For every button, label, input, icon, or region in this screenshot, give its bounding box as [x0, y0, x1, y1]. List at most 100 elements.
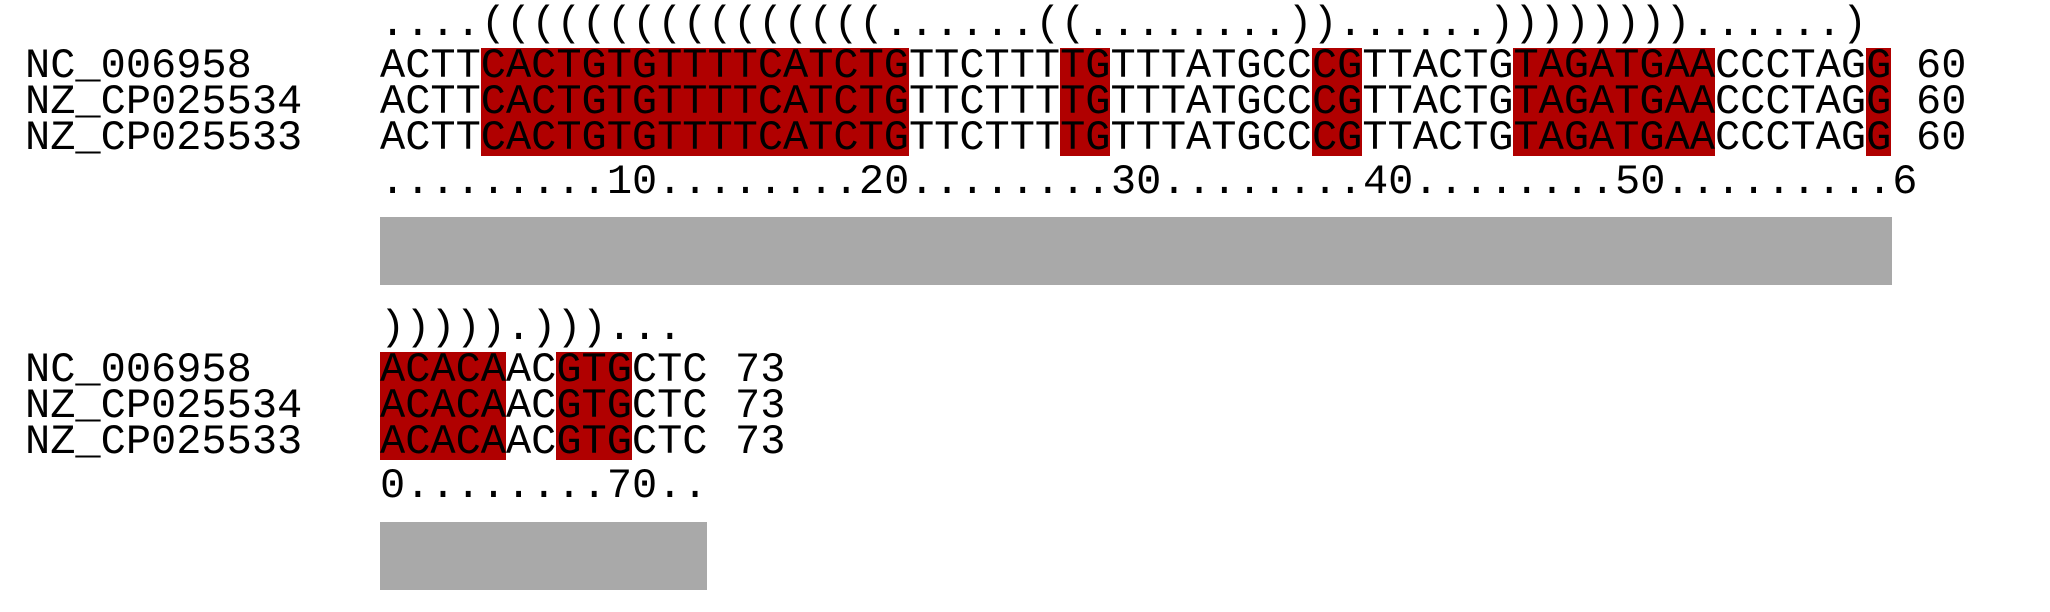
- base: T: [1790, 78, 1816, 126]
- base: C: [1740, 78, 1766, 126]
- conserved-base: T: [556, 78, 582, 126]
- base: T: [430, 42, 456, 90]
- seq-name-2-2: NZ_CP025534: [25, 382, 303, 430]
- base: T: [934, 42, 960, 90]
- conserved-base: T: [1614, 78, 1640, 126]
- conserved-base: T: [581, 346, 607, 394]
- base: A: [1186, 114, 1212, 162]
- base: T: [1211, 42, 1237, 90]
- conserved-base: T: [556, 42, 582, 90]
- seq-end-1-2: 60: [1916, 78, 1967, 126]
- base: T: [1034, 78, 1061, 126]
- conserved-base: G: [631, 114, 658, 162]
- conserved-base: A: [1589, 78, 1615, 126]
- conserved-base: C: [531, 42, 557, 90]
- base: C: [631, 346, 658, 394]
- base: T: [1463, 42, 1489, 90]
- conserved-base: G: [883, 78, 909, 126]
- conserved-base: T: [1614, 42, 1640, 90]
- seq-name-1-3: NZ_CP025533: [25, 114, 303, 162]
- base: T: [1110, 78, 1136, 126]
- conserved-base: A: [380, 346, 406, 394]
- conserved-base: G: [1866, 42, 1892, 90]
- base: T: [1362, 42, 1388, 90]
- base: A: [505, 346, 532, 394]
- base: A: [1186, 42, 1212, 90]
- conserved-base: A: [480, 382, 506, 430]
- conserved-base: T: [808, 42, 834, 90]
- seq-end-1-1: 60: [1916, 42, 1967, 90]
- conserved-base: G: [581, 42, 607, 90]
- conserved-base: A: [480, 418, 506, 466]
- base: T: [657, 418, 683, 466]
- base: T: [1790, 114, 1816, 162]
- conserved-base: C: [480, 78, 506, 126]
- conserved-base: C: [405, 418, 431, 466]
- base: G: [1840, 114, 1867, 162]
- conserved-base: C: [1311, 42, 1338, 90]
- base: C: [1437, 78, 1464, 126]
- base: G: [1488, 78, 1514, 126]
- base: T: [430, 78, 456, 126]
- conserved-base: T: [808, 78, 834, 126]
- conserved-base: G: [1639, 78, 1665, 126]
- base: C: [1261, 42, 1287, 90]
- base: A: [380, 78, 406, 126]
- base: T: [1135, 42, 1161, 90]
- base: C: [405, 114, 431, 162]
- conserved-base: T: [1513, 114, 1539, 162]
- base: C: [1261, 78, 1287, 126]
- conserved-base: T: [657, 42, 683, 90]
- base: G: [1236, 78, 1262, 126]
- conserved-base: C: [757, 114, 784, 162]
- base: A: [1815, 114, 1841, 162]
- base: A: [1412, 42, 1438, 90]
- base: C: [959, 78, 985, 126]
- conserved-base: C: [531, 114, 557, 162]
- base: T: [1110, 42, 1136, 90]
- base: T: [1135, 114, 1161, 162]
- conserved-base: T: [1513, 78, 1539, 126]
- conserved-base: T: [682, 78, 708, 126]
- conserved-base: A: [380, 418, 406, 466]
- conserved-base: T: [556, 114, 582, 162]
- base: A: [505, 382, 532, 430]
- conserved-base: T: [682, 114, 708, 162]
- base: A: [380, 42, 406, 90]
- conservation-bar-2: [380, 522, 707, 590]
- base: T: [455, 78, 481, 126]
- conserved-base: A: [1689, 78, 1715, 126]
- conserved-base: T: [606, 42, 632, 90]
- base: A: [1186, 78, 1212, 126]
- conserved-base: C: [455, 418, 481, 466]
- conserved-base: G: [631, 78, 658, 126]
- base: T: [1110, 114, 1136, 162]
- conserved-base: A: [430, 382, 456, 430]
- base: T: [908, 42, 935, 90]
- conserved-base: T: [707, 78, 733, 126]
- base: T: [1211, 78, 1237, 126]
- base: C: [959, 42, 985, 90]
- conserved-base: C: [405, 382, 431, 430]
- base: C: [1765, 114, 1791, 162]
- conserved-base: A: [1589, 42, 1615, 90]
- base: T: [908, 78, 935, 126]
- conserved-base: T: [657, 114, 683, 162]
- base: G: [1840, 42, 1867, 90]
- base: T: [1463, 78, 1489, 126]
- conserved-base: A: [430, 346, 456, 394]
- seq-name-1-1: NC_006958: [25, 42, 252, 90]
- conserved-base: A: [783, 78, 809, 126]
- conserved-base: A: [1664, 114, 1690, 162]
- conserved-base: C: [455, 346, 481, 394]
- base: C: [1286, 78, 1312, 126]
- base: A: [1412, 114, 1438, 162]
- seq-end-2-1: 73: [735, 346, 786, 394]
- base: C: [959, 114, 985, 162]
- base: T: [1009, 42, 1035, 90]
- conserved-base: T: [732, 42, 758, 90]
- conserved-base: C: [757, 42, 784, 90]
- conserved-base: T: [1060, 78, 1086, 126]
